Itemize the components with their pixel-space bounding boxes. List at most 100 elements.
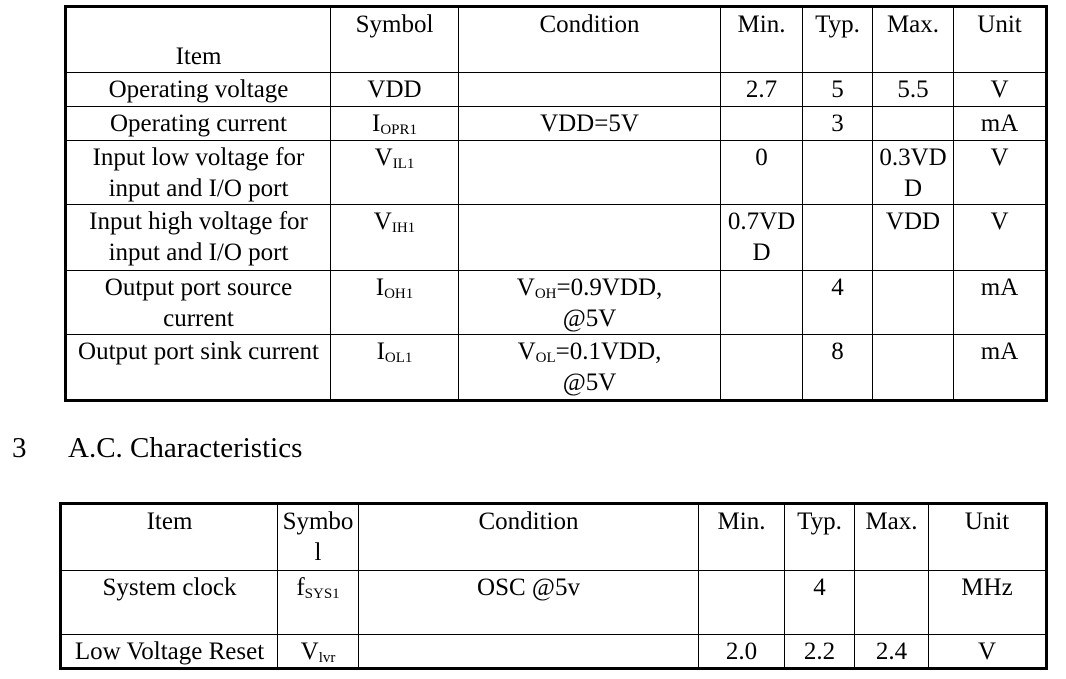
cell: Input low voltage for input and I/O port <box>65 140 331 205</box>
cell: Input high voltage for input and I/O por… <box>65 204 331 271</box>
table-row: Output port sink current IOL1 VOL=0.1VDD, … <box>65 334 1047 401</box>
cell: 4 <box>784 570 855 635</box>
cell: Unit <box>928 503 1047 571</box>
cell: IOPR1 <box>330 106 459 141</box>
table-row: Output port source current IOH1 VOH=0.9VDD… <box>65 270 1047 335</box>
cell <box>458 204 721 271</box>
subscript: OL <box>535 350 556 366</box>
cell: Typ. <box>784 503 855 571</box>
cell: 3 <box>802 106 873 141</box>
header-row: Item Symbol Condition Min. Typ. Max. Unit <box>65 6 1047 73</box>
cell: Symbol <box>330 6 459 73</box>
text: V <box>517 338 536 365</box>
cell: 8 <box>802 334 873 401</box>
subscript: IH1 <box>391 220 416 236</box>
cell: fSYS1 <box>277 570 359 635</box>
cell <box>358 634 699 669</box>
cell: Condition <box>358 503 699 571</box>
cell: VOH=0.9VDD, @5V <box>458 270 721 335</box>
text: V <box>516 274 535 301</box>
cell: IOL1 <box>330 334 459 401</box>
subscript: lvr <box>318 650 336 666</box>
cell: Output port source current <box>65 270 331 335</box>
cell: VDD=5V <box>458 106 721 141</box>
subscript: OL1 <box>384 350 413 366</box>
table-row: Operating current IOPR1 VDD=5V 3 mA <box>65 106 1047 141</box>
dc-table: Item Symbol Condition Min. Typ. Max. Unit Opera… <box>64 5 1048 402</box>
cell: V <box>953 72 1047 107</box>
cell: 0 <box>720 140 803 205</box>
cell: VIL1 <box>330 140 459 205</box>
cell: System clock <box>60 570 278 635</box>
ac-table: Item Symbol Condition Min. Typ. Max. Unit Syste… <box>59 502 1048 670</box>
cell <box>458 72 721 107</box>
subscript: OPR1 <box>380 122 417 138</box>
text: I <box>371 110 381 137</box>
cell <box>854 570 929 635</box>
cell: Operating current <box>65 106 331 141</box>
cell: 4 <box>802 270 873 335</box>
cell: mA <box>953 270 1047 335</box>
subscript: IL1 <box>392 156 415 172</box>
table-row: Low Voltage Reset Vlvr 2.0 2.2 2.4 V <box>60 634 1047 669</box>
cell: 2.4 <box>854 634 929 669</box>
cell: 5 <box>802 72 873 107</box>
cell: mA <box>953 334 1047 401</box>
table-row: System clock fSYS1 OSC @5v 4 MHz <box>60 570 1047 635</box>
cell: Symbol <box>277 503 359 571</box>
subscript: OH <box>534 286 557 302</box>
cell <box>872 270 954 335</box>
cell: Unit <box>953 6 1047 73</box>
cell: Item <box>60 503 278 571</box>
cell: Low Voltage Reset <box>60 634 278 669</box>
cell: 0.7VDD <box>720 204 803 271</box>
table-row: Operating voltage VDD 2.7 5 5.5 V <box>65 72 1047 107</box>
cell: V <box>928 634 1047 669</box>
cell: VIH1 <box>330 204 459 271</box>
cell: Output port sink current <box>65 334 331 401</box>
cell: Min. <box>720 6 803 73</box>
cell: IOH1 <box>330 270 459 335</box>
cell: 2.2 <box>784 634 855 669</box>
text: V <box>374 144 393 171</box>
header-row: Item Symbol Condition Min. Typ. Max. Unit <box>60 503 1047 571</box>
cell: Max. <box>854 503 929 571</box>
cell <box>872 106 954 141</box>
cell <box>802 140 873 205</box>
cell: MHz <box>928 570 1047 635</box>
text: V <box>300 638 319 665</box>
section-title: A.C. Characteristics <box>68 432 303 464</box>
cell <box>698 570 785 635</box>
cell: V <box>953 204 1047 271</box>
cell: Item <box>65 6 331 73</box>
table-row: Input high voltage for input and I/O por… <box>65 204 1047 271</box>
cell: Min. <box>698 503 785 571</box>
cell <box>802 204 873 271</box>
text: I <box>375 274 385 301</box>
subscript: SYS1 <box>304 586 340 602</box>
cell: Operating voltage <box>65 72 331 107</box>
cell <box>458 140 721 205</box>
cell: V <box>953 140 1047 205</box>
cell: mA <box>953 106 1047 141</box>
section-number: 3 <box>12 432 27 464</box>
subscript: OH1 <box>384 286 414 302</box>
cell: Condition <box>458 6 721 73</box>
text: f <box>296 574 305 601</box>
table-row: Input low voltage for input and I/O port… <box>65 140 1047 205</box>
cell: Typ. <box>802 6 873 73</box>
cell <box>720 334 803 401</box>
cell: VOL=0.1VDD, @5V <box>458 334 721 401</box>
text: V <box>373 208 392 235</box>
cell: Vlvr <box>277 634 359 669</box>
cell <box>720 106 803 141</box>
text: I <box>376 338 385 365</box>
text: =0.1VDD, @5V <box>555 338 662 396</box>
cell: 2.0 <box>698 634 785 669</box>
cell: 0.3VDD <box>872 140 954 205</box>
cell: 5.5 <box>872 72 954 107</box>
cell: VDD <box>330 72 459 107</box>
cell: OSC @5v <box>358 570 699 635</box>
cell: 2.7 <box>720 72 803 107</box>
